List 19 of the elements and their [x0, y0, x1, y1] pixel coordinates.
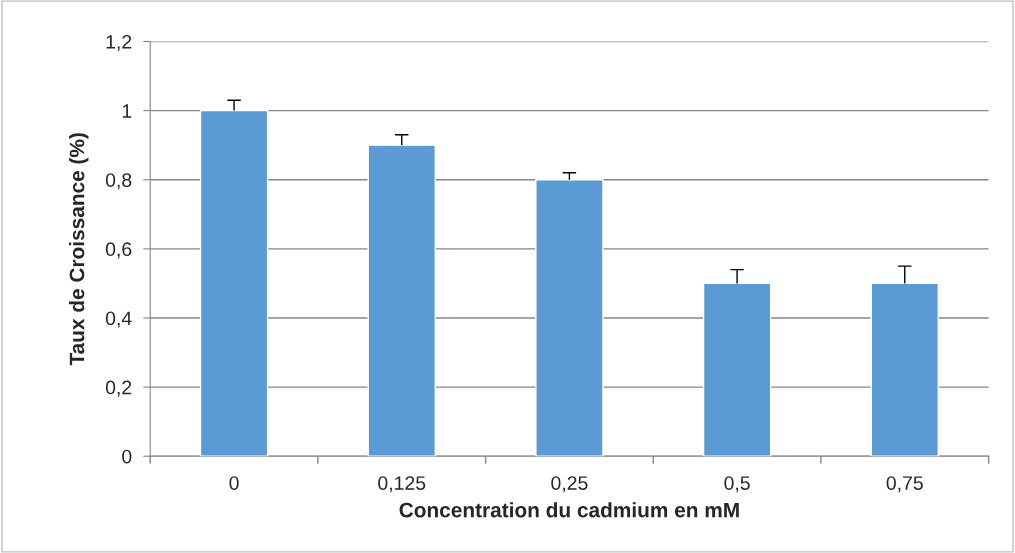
- y-tick-label: 0,6: [105, 242, 132, 259]
- x-tick-label: 0: [229, 476, 239, 490]
- x-tick-label: 0,25: [551, 476, 588, 493]
- y-tick-label: 0,2: [105, 380, 132, 397]
- y-tick-label: 0,4: [105, 311, 132, 328]
- x-tick-label: 0,75: [886, 476, 923, 493]
- x-axis-title: Concentration du cadmium en mM: [399, 502, 739, 518]
- bar: [702, 282, 772, 457]
- x-tick-label: 0,5: [724, 476, 750, 493]
- y-axis-title: Taux de Croissance (%): [69, 133, 89, 366]
- bar: [870, 282, 940, 457]
- bar: [535, 179, 604, 457]
- y-tick-label: 0: [122, 449, 132, 464]
- bar: [367, 144, 436, 457]
- bar: [199, 109, 269, 457]
- y-tick-label: 0,8: [105, 173, 132, 190]
- y-tick-label: 1: [122, 104, 132, 118]
- y-tick-label: 1,2: [106, 34, 132, 52]
- x-tick-label: 0,125: [378, 476, 426, 493]
